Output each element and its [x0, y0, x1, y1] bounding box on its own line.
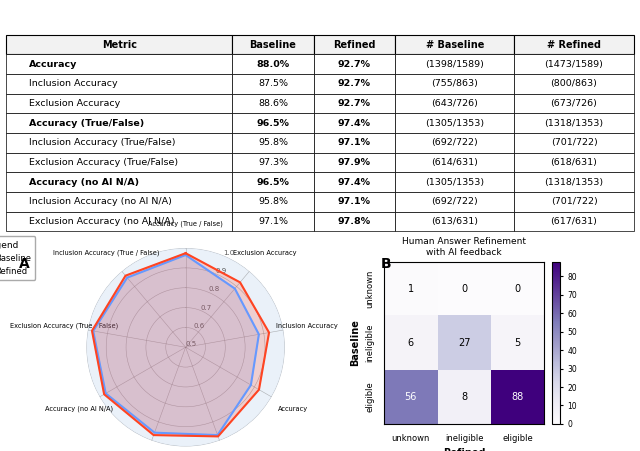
- Text: 56: 56: [404, 392, 417, 402]
- Title: Human Answer Refinement
with AI feedback: Human Answer Refinement with AI feedback: [402, 237, 526, 257]
- Text: 0: 0: [515, 284, 521, 294]
- Polygon shape: [86, 248, 285, 446]
- Text: 8: 8: [461, 392, 467, 402]
- Text: 5: 5: [515, 338, 521, 348]
- Y-axis label: Baseline: Baseline: [349, 319, 360, 366]
- Text: 88: 88: [511, 392, 524, 402]
- Polygon shape: [92, 253, 269, 437]
- X-axis label: Refined: Refined: [443, 448, 486, 451]
- Legend: Baseline, Refined: Baseline, Refined: [0, 236, 35, 280]
- Text: 6: 6: [408, 338, 414, 348]
- Text: 27: 27: [458, 338, 470, 348]
- Text: A: A: [19, 257, 30, 271]
- Text: 1: 1: [408, 284, 414, 294]
- Polygon shape: [93, 255, 259, 435]
- Text: B: B: [381, 257, 392, 271]
- Text: 0: 0: [461, 284, 467, 294]
